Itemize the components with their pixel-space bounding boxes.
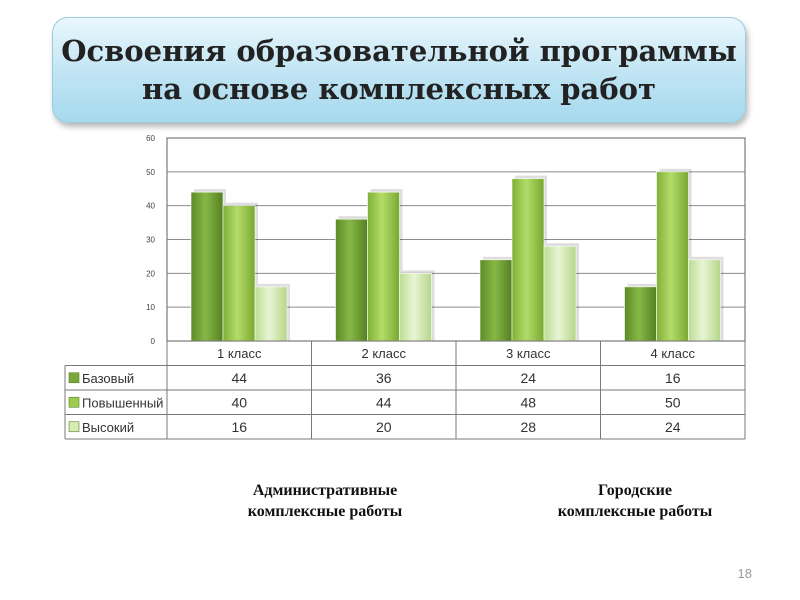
title-line-2: на основе комплексных работ (142, 72, 656, 106)
data-label: 16 (665, 370, 681, 386)
legend-swatch (68, 372, 80, 384)
data-label: 24 (520, 370, 536, 386)
caption-administrative-line-1: Административные (252, 482, 398, 499)
bar-Базовый-4 класс (624, 286, 657, 342)
data-label: 48 (520, 394, 536, 410)
data-label: 50 (665, 394, 681, 410)
bar-Высокий-4 класс (688, 259, 721, 342)
category-label: 3 класс (506, 346, 551, 361)
slide-number: 18 (737, 566, 752, 581)
legend-label: Высокий (82, 420, 134, 435)
category-label: 4 класс (651, 346, 696, 361)
data-label: 16 (231, 419, 247, 435)
y-tick-label: 0 (151, 337, 156, 346)
y-tick-label: 40 (146, 202, 155, 211)
y-tick-label: 30 (146, 236, 155, 245)
caption-administrative: Административные комплексные работы (205, 480, 445, 522)
data-label: 28 (520, 419, 536, 435)
bar-Базовый-3 класс (479, 259, 513, 342)
category-label: 1 класс (217, 346, 262, 361)
bar-Высокий-2 класс (399, 273, 432, 342)
caption-city: Городские комплексные работы (515, 480, 755, 522)
data-label: 20 (376, 419, 392, 435)
y-tick-label: 10 (146, 303, 155, 312)
bar-Высокий-3 класс (543, 245, 577, 342)
data-label: 40 (231, 394, 247, 410)
caption-city-line-2: комплексные работы (557, 503, 713, 520)
bar-Базовый-2 класс (335, 218, 368, 342)
bar-Высокий-1 класс (254, 286, 288, 342)
legend-swatch (68, 396, 80, 408)
legend-label: Повышенный (82, 395, 163, 410)
bar-Повышенный-1 класс (222, 205, 256, 342)
caption-city-line-1: Городские (598, 482, 672, 499)
bar-Базовый-1 класс (190, 191, 224, 342)
legend-label: Базовый (82, 371, 134, 386)
y-tick-label: 20 (146, 269, 155, 278)
legend-swatch (68, 421, 80, 433)
data-label: 44 (231, 370, 247, 386)
title-line-1: Освоения образовательной программы (61, 34, 737, 68)
title-banner: Освоения образовательной программы на ос… (52, 17, 746, 123)
y-tick-label: 60 (146, 134, 155, 143)
data-label: 44 (376, 394, 392, 410)
data-label: 24 (665, 419, 681, 435)
category-label: 2 класс (362, 346, 407, 361)
y-tick-label: 50 (146, 168, 155, 177)
bar-Повышенный-2 класс (367, 191, 400, 342)
data-label: 36 (376, 370, 392, 386)
caption-administrative-line-2: комплексные работы (247, 503, 403, 520)
bar-Повышенный-3 класс (511, 178, 545, 342)
bar-Повышенный-4 класс (656, 171, 689, 342)
